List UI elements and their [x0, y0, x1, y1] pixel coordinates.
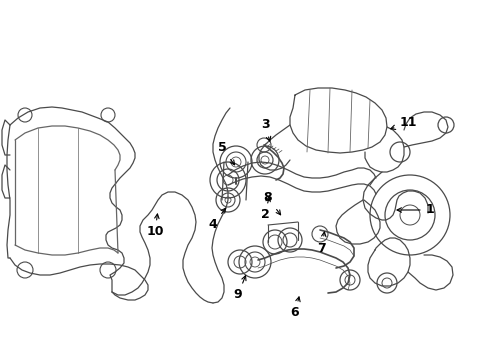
Text: 6: 6	[290, 297, 300, 320]
Text: 5: 5	[217, 141, 234, 165]
Text: 4: 4	[208, 208, 225, 231]
Text: 8: 8	[263, 192, 280, 215]
Text: 11: 11	[390, 117, 416, 130]
Text: 7: 7	[317, 232, 325, 255]
Text: 9: 9	[233, 276, 245, 301]
Text: 10: 10	[146, 214, 163, 238]
Text: 3: 3	[260, 118, 270, 141]
Text: 1: 1	[396, 203, 433, 216]
Text: 2: 2	[260, 197, 270, 221]
